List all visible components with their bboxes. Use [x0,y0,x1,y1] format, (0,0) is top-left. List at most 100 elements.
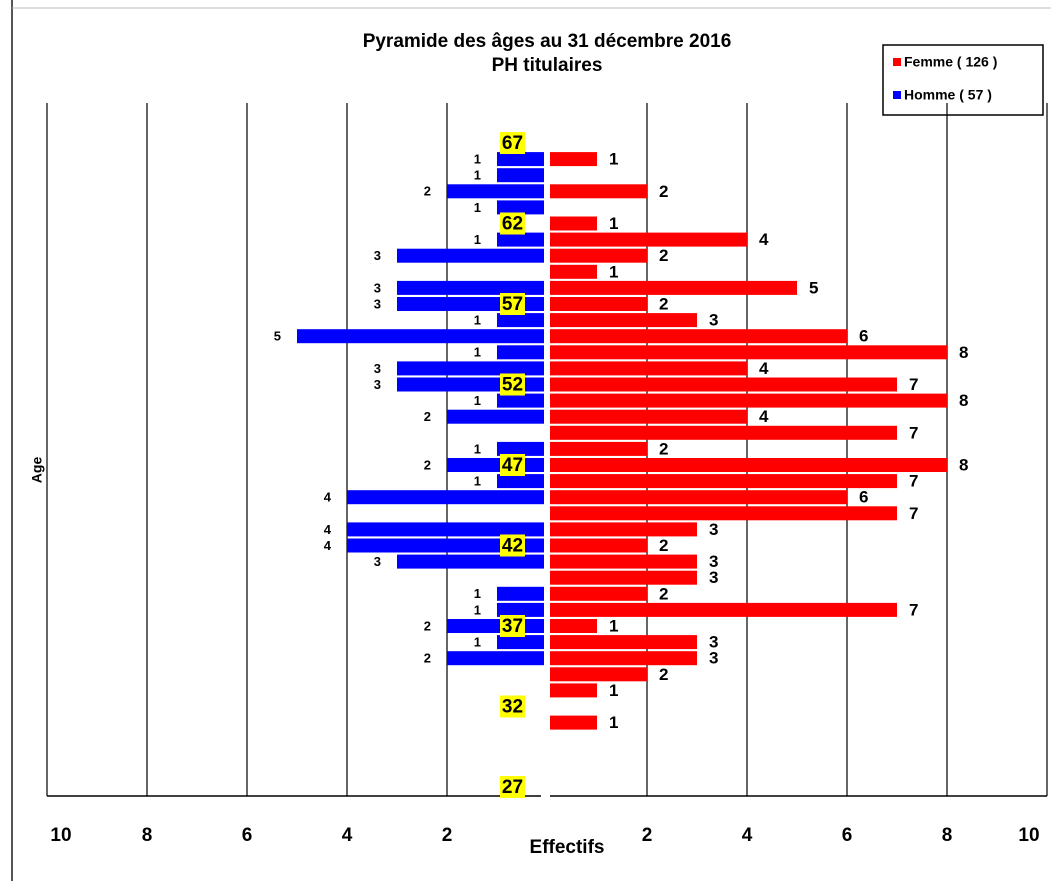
y-tick-label: 57 [502,294,523,315]
x-tick-label: 8 [142,825,153,846]
bar [550,248,647,263]
bar [550,280,797,295]
bar [550,329,847,344]
bar [550,538,647,553]
value-label: 4 [759,359,769,378]
value-label: 1 [474,635,481,650]
bar [347,490,544,505]
value-label: 1 [474,602,481,617]
bar [550,297,647,311]
value-label: 3 [374,377,381,392]
x-tick-label: 6 [842,825,853,846]
age-label-bg [500,212,525,235]
value-label: 1 [609,616,618,635]
value-label: 2 [424,184,431,199]
value-label: 1 [474,200,481,215]
chart-title: Pyramide des âges au 31 décembre 2016 [363,31,732,52]
value-label: 7 [909,600,918,619]
value-label: 3 [374,296,381,311]
value-label: 2 [424,457,431,472]
value-label: 2 [659,536,668,555]
y-tick-label: 27 [502,777,523,798]
value-label: 1 [474,441,481,456]
bar [550,393,947,408]
value-label: 3 [374,280,381,295]
bar [550,715,597,730]
value-label: 1 [474,152,481,167]
value-label: 1 [609,681,618,700]
bar [550,345,947,360]
value-label: 2 [659,439,668,458]
value-label: 3 [374,248,381,263]
bar [397,554,544,569]
value-label: 3 [374,361,381,376]
bar [550,216,597,231]
value-label: 5 [274,329,281,344]
bar [497,168,544,183]
bar [550,409,747,424]
value-label: 3 [709,649,718,668]
bar [550,683,597,698]
y-tick-label: 42 [502,536,523,557]
bar [397,361,544,376]
legend-swatch [893,58,901,66]
value-label: 3 [709,568,718,587]
y-axis-label: Age [29,457,45,484]
legend-swatch [893,91,901,99]
age-label-bg [500,615,525,637]
value-label: 1 [474,345,481,360]
bar [550,635,697,650]
value-label: 1 [474,474,481,489]
value-label: 1 [474,232,481,247]
y-tick-label: 52 [502,375,523,396]
age-label-bg [500,534,525,557]
value-label: 5 [809,278,818,297]
bar [550,264,597,279]
x-axis-label: Effectifs [530,837,605,858]
value-label: 2 [424,618,431,633]
value-label: 7 [909,423,918,442]
value-label: 1 [474,313,481,328]
bar [447,409,544,424]
bar [447,651,544,666]
bar [550,184,647,199]
bar [550,570,697,585]
y-tick-label: 47 [502,455,523,476]
bar [550,619,597,633]
age-label-bg [500,776,525,798]
y-tick-label: 37 [502,616,523,637]
x-tick-label: 2 [442,825,453,846]
bar [397,280,544,295]
x-tick-label: 8 [942,825,953,846]
bar [550,361,747,376]
value-label: 1 [474,393,481,408]
age-label-bg [500,132,525,154]
bar [497,232,544,247]
x-tick-label: 10 [50,825,71,846]
bar [550,602,897,617]
bar [497,313,544,328]
value-label: 2 [659,182,668,201]
x-tick-label: 10 [1018,825,1039,846]
bar [397,248,544,263]
bar [347,522,544,537]
legend-label: Homme ( 57 ) [904,87,992,103]
bar [550,490,847,505]
bar [497,200,544,215]
value-label: 3 [709,520,718,539]
value-label: 1 [609,150,618,169]
bar [550,441,647,456]
bar [550,586,647,601]
value-label: 1 [474,168,481,183]
value-label: 4 [759,407,769,426]
value-label: 8 [959,391,968,410]
bar [497,602,544,617]
bar [447,184,544,199]
value-label: 6 [859,327,868,346]
value-label: 2 [659,246,668,265]
y-tick-label: 67 [502,133,523,154]
bar [550,232,747,247]
value-label: 1 [609,713,618,732]
value-label: 3 [374,554,381,569]
